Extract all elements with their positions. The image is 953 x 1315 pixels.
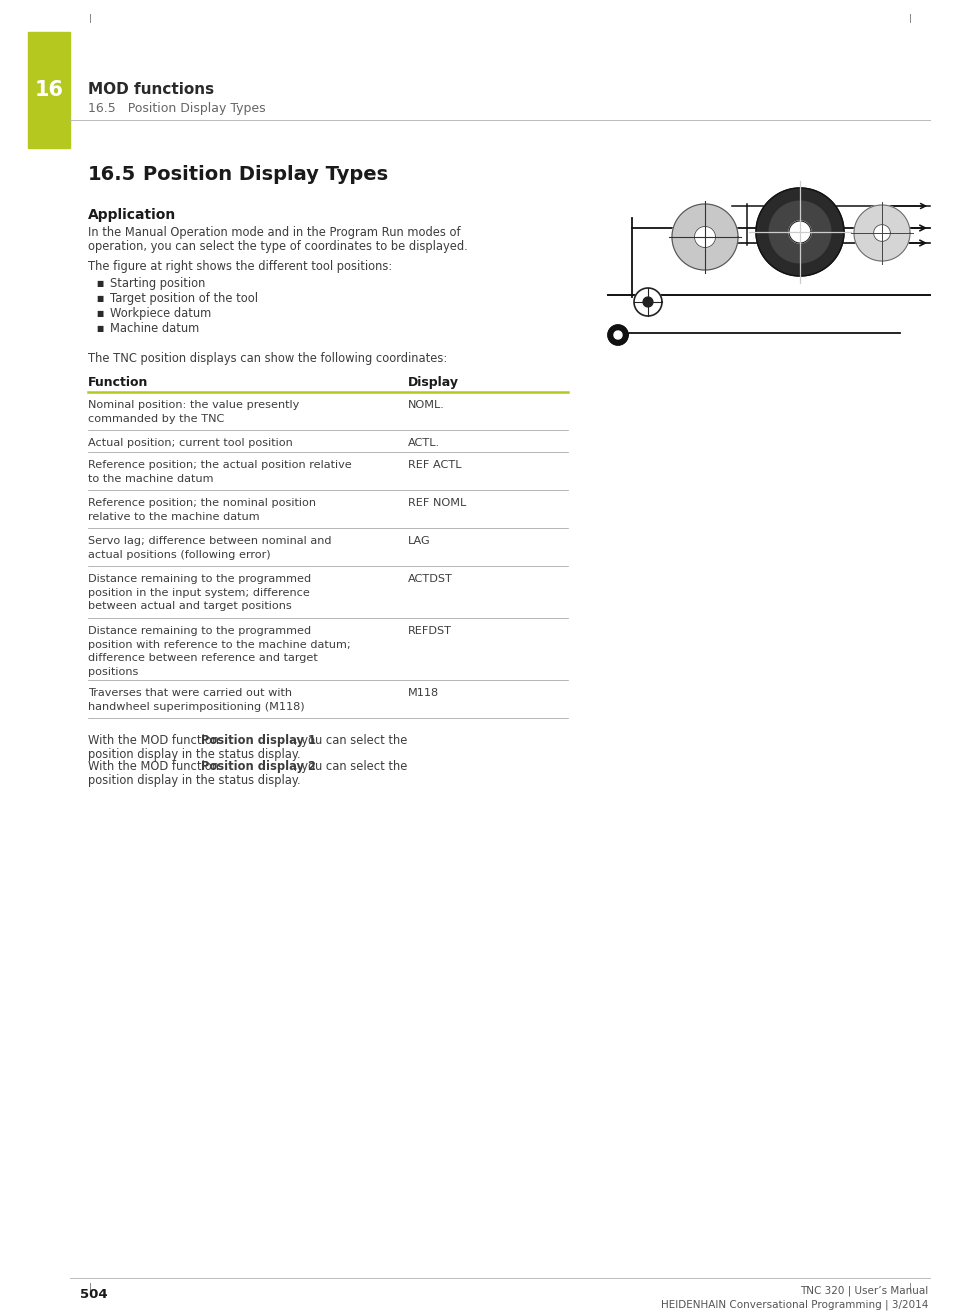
Text: Target position of the tool: Target position of the tool xyxy=(110,292,257,305)
Text: Distance remaining to the programmed
position with reference to the machine datu: Distance remaining to the programmed pos… xyxy=(88,626,351,677)
Text: operation, you can select the type of coordinates to be displayed.: operation, you can select the type of co… xyxy=(88,241,467,252)
Text: Workpiece datum: Workpiece datum xyxy=(110,306,211,320)
Polygon shape xyxy=(614,331,621,339)
Text: , you can select the: , you can select the xyxy=(294,734,407,747)
Text: M118: M118 xyxy=(408,688,438,698)
Polygon shape xyxy=(634,288,661,316)
Polygon shape xyxy=(788,221,810,243)
Text: ■: ■ xyxy=(96,309,103,317)
Text: Position Display Types: Position Display Types xyxy=(143,164,388,184)
Text: With the MOD function: With the MOD function xyxy=(88,760,222,773)
Text: REFDST: REFDST xyxy=(408,626,452,636)
Polygon shape xyxy=(873,225,889,242)
Text: HEIDENHAIN Conversational Programming | 3/2014: HEIDENHAIN Conversational Programming | … xyxy=(659,1299,927,1310)
Text: LAG: LAG xyxy=(408,537,430,546)
Text: Display: Display xyxy=(408,376,458,389)
Text: The TNC position displays can show the following coordinates:: The TNC position displays can show the f… xyxy=(88,352,447,366)
Polygon shape xyxy=(755,188,843,276)
Text: In the Manual Operation mode and in the Program Run modes of: In the Manual Operation mode and in the … xyxy=(88,226,460,239)
Text: Reference position; the actual position relative
to the machine datum: Reference position; the actual position … xyxy=(88,460,352,484)
Text: , you can select the: , you can select the xyxy=(294,760,407,773)
Text: NOML.: NOML. xyxy=(408,400,444,410)
Polygon shape xyxy=(642,297,652,306)
Text: REF ACTL: REF ACTL xyxy=(408,460,461,469)
Bar xyxy=(28,32,70,149)
Text: Distance remaining to the programmed
position in the input system; difference
be: Distance remaining to the programmed pos… xyxy=(88,575,311,611)
Text: REF NOML: REF NOML xyxy=(408,498,466,508)
Text: ■: ■ xyxy=(96,323,103,333)
Text: ACTL.: ACTL. xyxy=(408,438,439,448)
Text: Position display 1: Position display 1 xyxy=(201,734,315,747)
Text: Position display 2: Position display 2 xyxy=(201,760,315,773)
Text: Application: Application xyxy=(88,208,176,222)
Text: position display in the status display.: position display in the status display. xyxy=(88,748,300,761)
Text: Traverses that were carried out with
handwheel superimpositioning (M118): Traverses that were carried out with han… xyxy=(88,688,304,711)
Text: The figure at right shows the different tool positions:: The figure at right shows the different … xyxy=(88,260,392,274)
Polygon shape xyxy=(607,325,627,345)
Text: MOD functions: MOD functions xyxy=(88,82,213,97)
Text: ■: ■ xyxy=(96,279,103,288)
Text: 504: 504 xyxy=(80,1289,108,1302)
Text: Function: Function xyxy=(88,376,149,389)
Text: Reference position; the nominal position
relative to the machine datum: Reference position; the nominal position… xyxy=(88,498,315,522)
Polygon shape xyxy=(671,204,738,270)
Text: 16.5: 16.5 xyxy=(88,164,136,184)
Text: ■: ■ xyxy=(96,293,103,302)
Text: With the MOD function: With the MOD function xyxy=(88,734,222,747)
Text: position display in the status display.: position display in the status display. xyxy=(88,775,300,786)
Text: Nominal position: the value presently
commanded by the TNC: Nominal position: the value presently co… xyxy=(88,400,299,423)
Text: Starting position: Starting position xyxy=(110,276,205,289)
Text: TNC 320 | User’s Manual: TNC 320 | User’s Manual xyxy=(799,1286,927,1297)
Text: Servo lag; difference between nominal and
actual positions (following error): Servo lag; difference between nominal an… xyxy=(88,537,331,560)
Text: 16.5   Position Display Types: 16.5 Position Display Types xyxy=(88,103,265,114)
Polygon shape xyxy=(853,205,909,260)
Text: Machine datum: Machine datum xyxy=(110,321,199,334)
Text: ACTDST: ACTDST xyxy=(408,575,453,584)
Polygon shape xyxy=(694,226,715,247)
Text: Actual position; current tool position: Actual position; current tool position xyxy=(88,438,293,448)
Polygon shape xyxy=(768,201,830,263)
Text: 16: 16 xyxy=(34,80,64,100)
